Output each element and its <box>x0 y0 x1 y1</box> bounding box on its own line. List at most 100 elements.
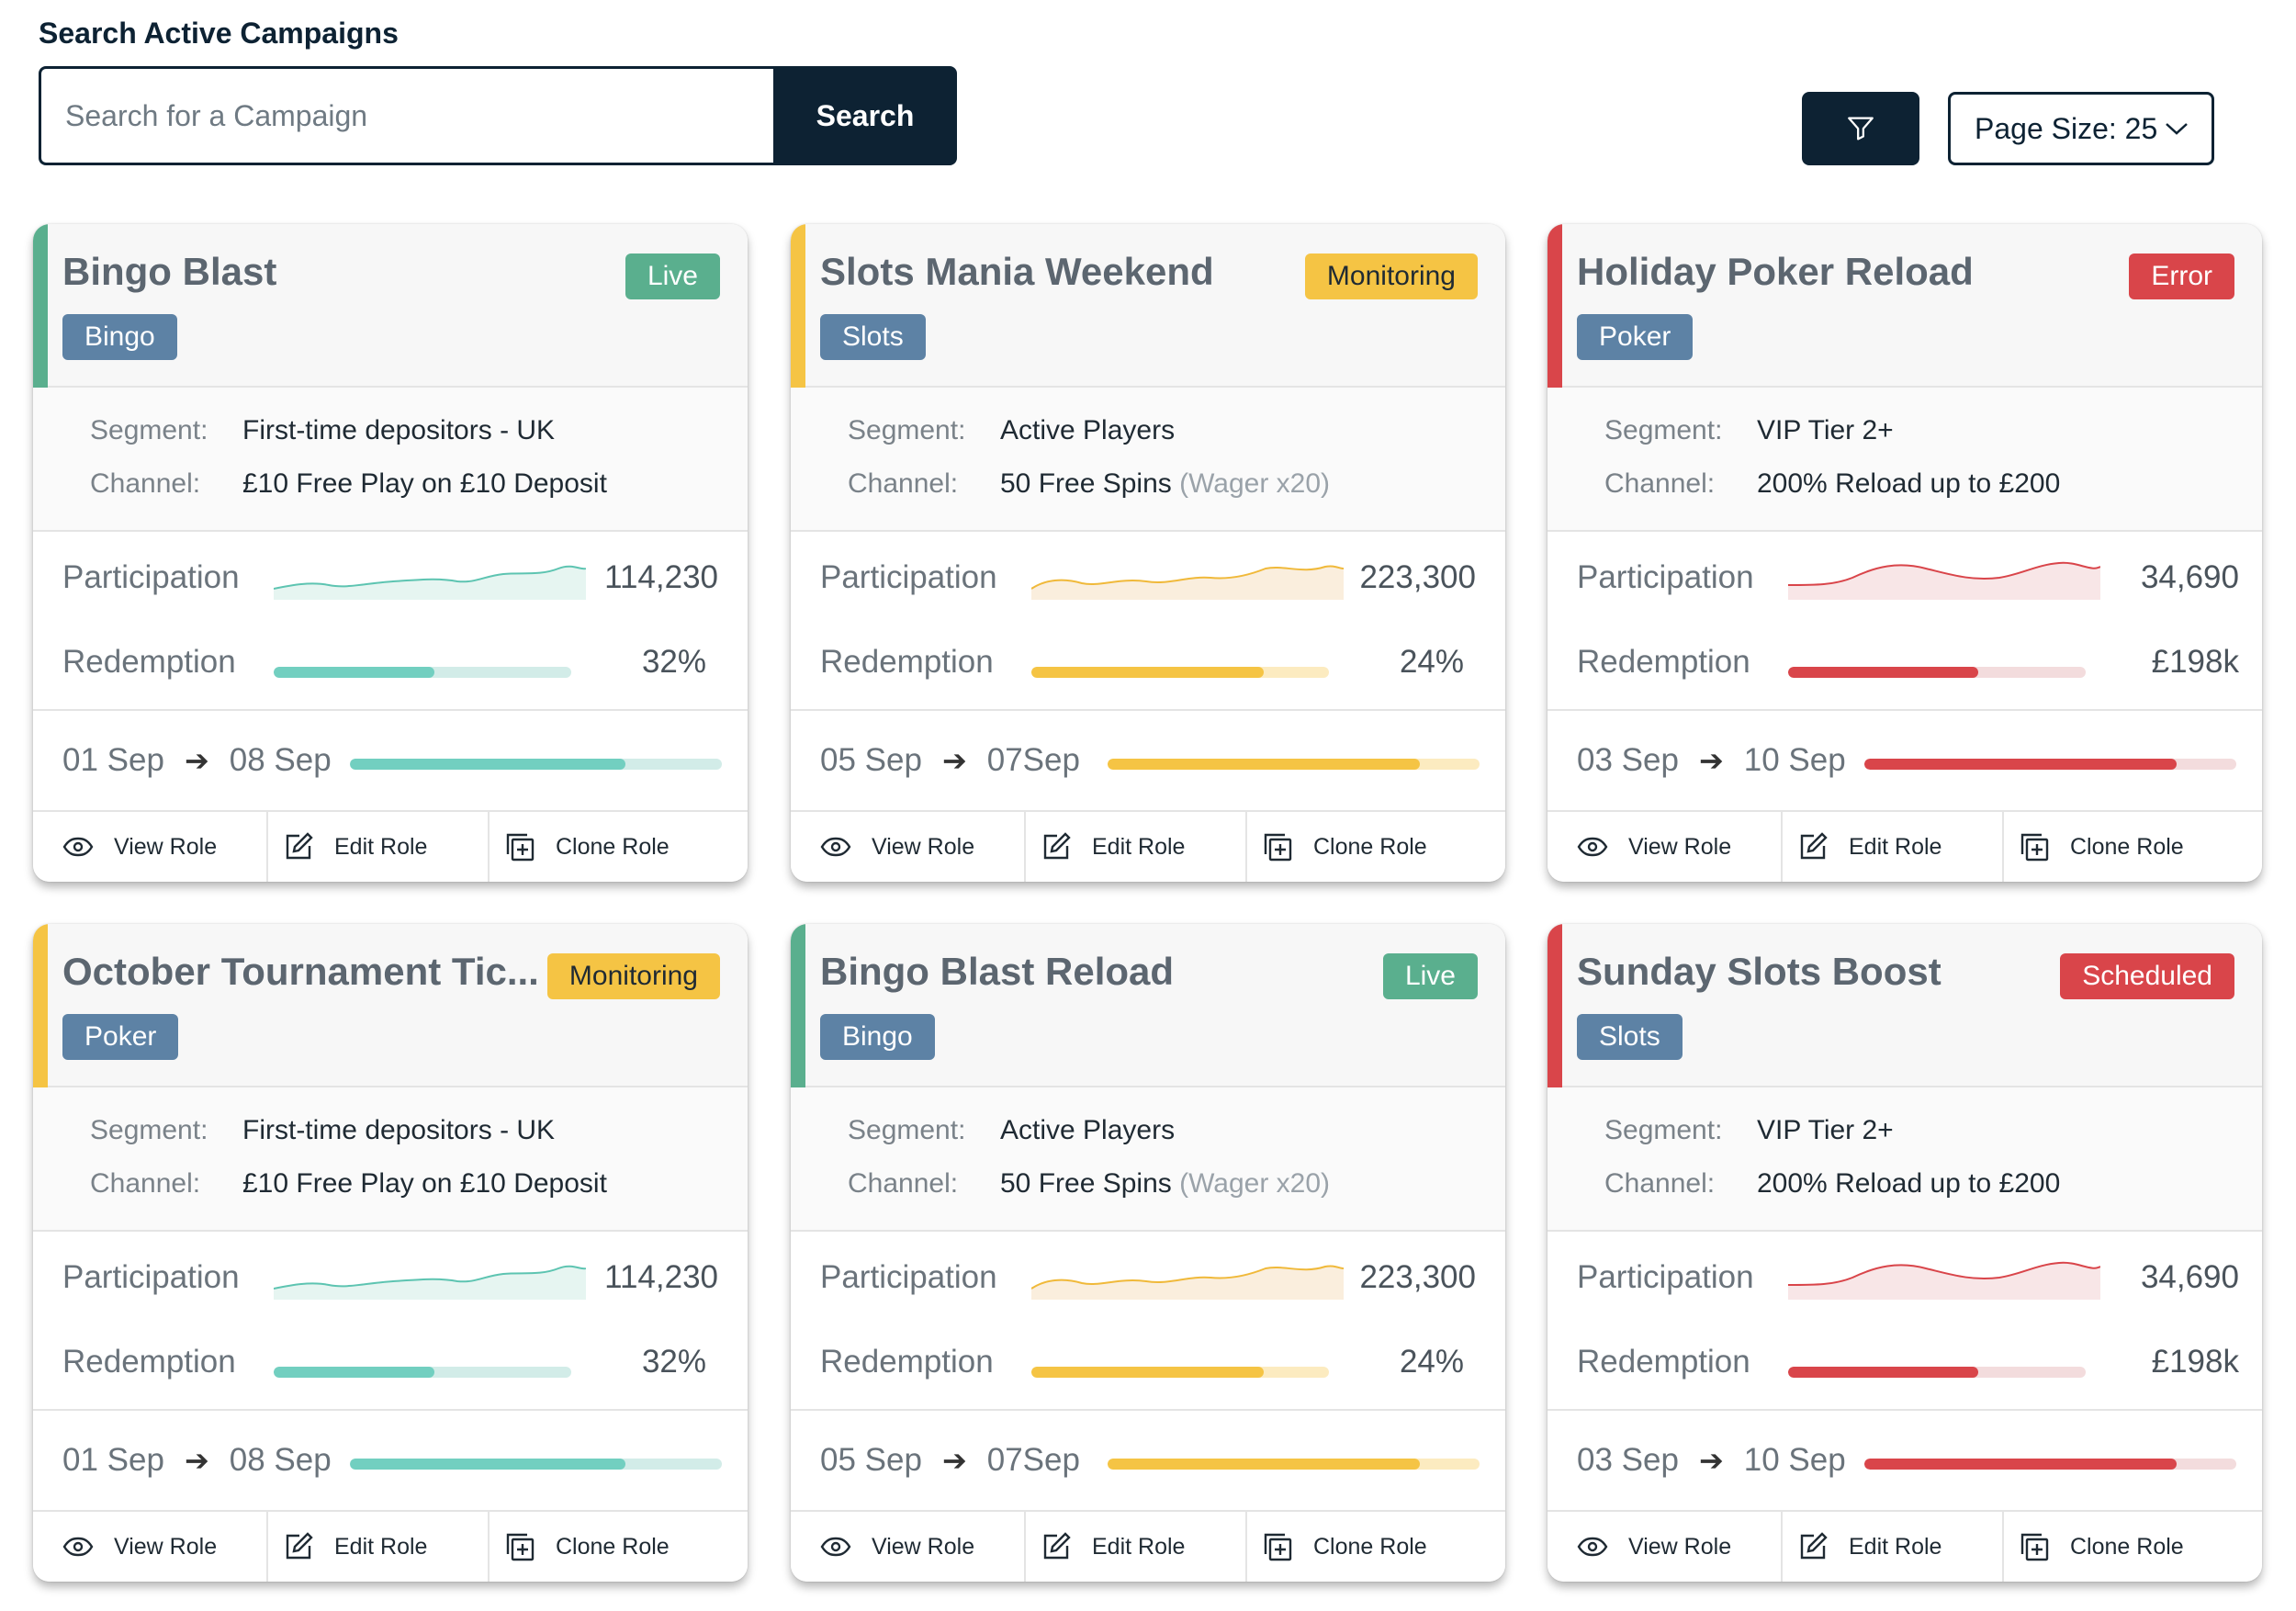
participation-label: Participation <box>820 559 997 595</box>
clone-role-button[interactable]: Clone Role <box>488 812 748 882</box>
clone-role-button[interactable]: Clone Role <box>488 1512 748 1582</box>
sparkline-line <box>274 1265 586 1290</box>
edit-icon <box>283 1531 334 1562</box>
redemption-progress <box>274 1367 571 1378</box>
card-header: Slots Mania Weekend Monitoring Slots <box>791 224 1505 388</box>
channel-row: Channel: 50 Free Spins (Wager x20) <box>848 468 1330 500</box>
campaign-dates: 05 Sep ➔ 07Sep <box>791 1411 1505 1512</box>
filter-button[interactable] <box>1802 92 1919 165</box>
campaign-card: Sunday Slots Boost Scheduled Slots Segment:… <box>1548 924 2262 1582</box>
segment-label: Segment: <box>1604 1115 1723 1145</box>
channel-text: 200% Reload up to £200 <box>1757 1168 2061 1199</box>
participation-value: 223,300 <box>1359 1259 1476 1295</box>
redemption-progress-fill <box>1788 1367 1979 1378</box>
sparkline-area <box>1788 562 2100 600</box>
sparkline-area <box>274 566 586 600</box>
edit-role-label: Edit Role <box>334 1533 428 1560</box>
channel-note: (Wager x20) <box>1179 1168 1331 1199</box>
search-button[interactable]: Search <box>773 66 957 165</box>
view-role-button[interactable]: View Role <box>33 1512 266 1582</box>
participation-label: Participation <box>1577 559 1754 595</box>
edit-role-button[interactable]: Edit Role <box>1024 812 1245 882</box>
card-header: Bingo Blast Reload Live Bingo <box>791 924 1505 1087</box>
card-actions: View Role Edit Role Clone Role <box>33 1512 748 1582</box>
channel-value: 50 Free Spins (Wager x20) <box>1000 1168 1330 1200</box>
status-badge: Monitoring <box>546 953 720 999</box>
channel-text: 50 Free Spins <box>1000 1168 1180 1199</box>
sparkline-line <box>1788 1261 2100 1286</box>
redemption-value: 24% <box>1399 644 1464 680</box>
campaign-dates: 01 Sep ➔ 08 Sep <box>33 1411 748 1512</box>
segment-row: Segment: Active Players <box>848 415 1175 446</box>
card-header: Bingo Blast Live Bingo <box>33 224 748 388</box>
date-progress <box>1108 759 1480 770</box>
view-role-button[interactable]: View Role <box>1548 1512 1781 1582</box>
view-role-button[interactable]: View Role <box>33 812 266 882</box>
channel-label: Channel: <box>90 468 201 499</box>
status-accent-bar <box>33 224 48 388</box>
date-progress-fill <box>1864 759 2178 770</box>
view-role-label: View Role <box>872 833 975 860</box>
view-role-button[interactable]: View Role <box>791 1512 1024 1582</box>
participation-sparkline <box>1031 565 1344 600</box>
date-progress-fill <box>350 1459 625 1470</box>
segment-value: First-time depositors - UK <box>242 415 556 445</box>
start-date: 01 Sep <box>62 742 164 778</box>
campaign-info: Segment: VIP Tier 2+ Channel: 200% Reload u… <box>1548 388 2262 532</box>
search-input[interactable] <box>39 66 773 165</box>
segment-label: Segment: <box>848 415 966 445</box>
edit-role-button[interactable]: Edit Role <box>266 1512 488 1582</box>
page-size-select[interactable]: Page Size: 25 <box>1948 92 2214 165</box>
search-title: Search Active Campaigns <box>39 17 399 50</box>
edit-role-label: Edit Role <box>1849 1533 1942 1560</box>
edit-role-button[interactable]: Edit Role <box>1781 812 2002 882</box>
view-role-button[interactable]: View Role <box>1548 812 1781 882</box>
clone-role-label: Clone Role <box>2070 1533 2184 1560</box>
date-progress <box>350 759 722 770</box>
chevron-down-icon <box>2166 123 2188 135</box>
redemption-label: Redemption <box>62 1344 236 1380</box>
edit-role-label: Edit Role <box>334 833 428 860</box>
campaign-metrics: Participation 34,690 Redemption £198k <box>1548 1232 2262 1411</box>
end-date: 07Sep <box>986 1442 1080 1478</box>
view-role-button[interactable]: View Role <box>791 812 1024 882</box>
channel-text: 50 Free Spins <box>1000 468 1180 499</box>
edit-role-button[interactable]: Edit Role <box>1024 1512 1245 1582</box>
clone-role-label: Clone Role <box>2070 833 2184 860</box>
status-accent-bar <box>33 924 48 1087</box>
channel-text: 200% Reload up to £200 <box>1757 468 2061 499</box>
date-progress-fill <box>350 759 625 770</box>
participation-sparkline <box>1788 1261 2100 1300</box>
status-badge: Scheduled <box>2060 953 2234 999</box>
channel-value: £10 Free Play on £10 Deposit <box>242 468 607 500</box>
campaign-dates: 03 Sep ➔ 10 Sep <box>1548 711 2262 812</box>
view-role-label: View Role <box>872 1533 975 1560</box>
clone-role-button[interactable]: Clone Role <box>1245 1512 1505 1582</box>
redemption-progress <box>1031 667 1329 678</box>
clone-role-button[interactable]: Clone Role <box>1245 812 1505 882</box>
edit-icon <box>1041 1531 1092 1562</box>
edit-icon <box>1797 1531 1849 1562</box>
segment-value: First-time depositors - UK <box>242 1115 556 1145</box>
channel-value: 200% Reload up to £200 <box>1757 1168 2060 1200</box>
participation-value: 114,230 <box>604 1259 718 1295</box>
clone-role-button[interactable]: Clone Role <box>2002 812 2262 882</box>
segment-label: Segment: <box>848 1115 966 1145</box>
redemption-label: Redemption <box>62 644 236 680</box>
sparkline-area <box>274 1266 586 1300</box>
redemption-label: Redemption <box>820 1344 994 1380</box>
date-range: 03 Sep ➔ 10 Sep <box>1577 742 1846 779</box>
campaign-info: Segment: Active Players Channel: 50 Free Sp… <box>791 388 1505 532</box>
sparkline-area <box>1031 566 1344 600</box>
start-date: 03 Sep <box>1577 1442 1679 1478</box>
edit-role-button[interactable]: Edit Role <box>1781 1512 2002 1582</box>
eye-icon <box>62 1537 114 1557</box>
channel-label: Channel: <box>848 1168 959 1199</box>
clone-role-button[interactable]: Clone Role <box>2002 1512 2262 1582</box>
campaign-info: Segment: First-time depositors - UK Channe… <box>33 1087 748 1232</box>
card-header: Holiday Poker Reload Error Poker <box>1548 224 2262 388</box>
arrow-right-icon: ➔ <box>1698 1444 1724 1477</box>
edit-role-button[interactable]: Edit Role <box>266 812 488 882</box>
participation-label: Participation <box>62 1259 240 1295</box>
channel-value: 200% Reload up to £200 <box>1757 468 2060 500</box>
